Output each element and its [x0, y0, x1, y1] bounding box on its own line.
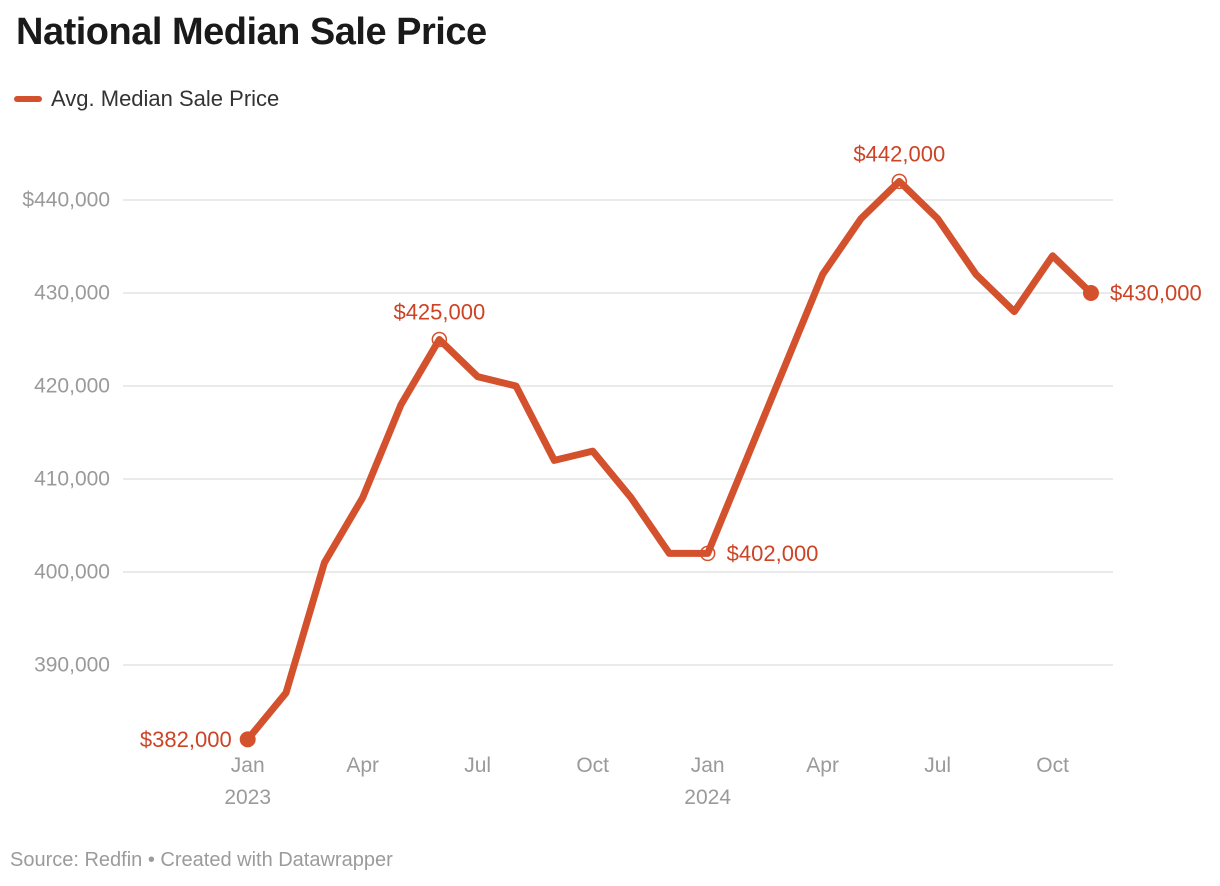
data-point-marker-open — [891, 173, 908, 190]
legend-label: Avg. Median Sale Price — [51, 86, 280, 111]
x-axis-tick-label: Apr — [346, 754, 379, 777]
x-axis-tick-label: Jan — [691, 754, 725, 777]
chart-title: National Median Sale Price — [16, 11, 487, 53]
x-axis-year-label: 2024 — [684, 786, 731, 809]
data-point-value-label: $425,000 — [393, 300, 485, 325]
line-chart: $440,000 430,000 420,000 410,000 400,000 390,… — [22, 141, 1202, 809]
data-point-value-label: $382,000 — [140, 727, 232, 752]
x-axis-tick-label: Jul — [924, 754, 951, 777]
legend: Avg. Median Sale Price — [14, 88, 279, 110]
y-axis-tick-label: 390,000 — [34, 654, 110, 677]
data-point-value-label: $442,000 — [853, 141, 945, 166]
data-point-marker-open — [431, 331, 448, 348]
source-attribution: Source: Redfin • Created with Datawrappe… — [10, 849, 393, 871]
x-axis-tick-label: Jul — [464, 754, 491, 777]
y-axis-tick-label: 400,000 — [34, 561, 110, 584]
x-axis-tick-label: Oct — [576, 754, 609, 777]
data-point-marker-open — [699, 545, 716, 562]
y-axis-tick-label: 420,000 — [34, 375, 110, 398]
data-point-marker — [1082, 285, 1099, 301]
x-axis-tick-label: Jan — [231, 754, 265, 777]
y-axis-tick-label: $440,000 — [22, 189, 110, 212]
y-axis-tick-label: 430,000 — [34, 282, 110, 305]
legend-line-swatch — [14, 96, 42, 102]
data-point-marker — [239, 731, 256, 748]
data-point-value-label: $402,000 — [727, 541, 819, 566]
y-axis-tick-label: 410,000 — [34, 468, 110, 491]
data-point-value-label: $430,000 — [1110, 281, 1202, 306]
x-axis-tick-label: Apr — [806, 754, 839, 777]
series-line — [244, 177, 1095, 743]
x-axis-tick-label: Oct — [1036, 754, 1069, 777]
x-axis-year-label: 2023 — [224, 786, 271, 809]
